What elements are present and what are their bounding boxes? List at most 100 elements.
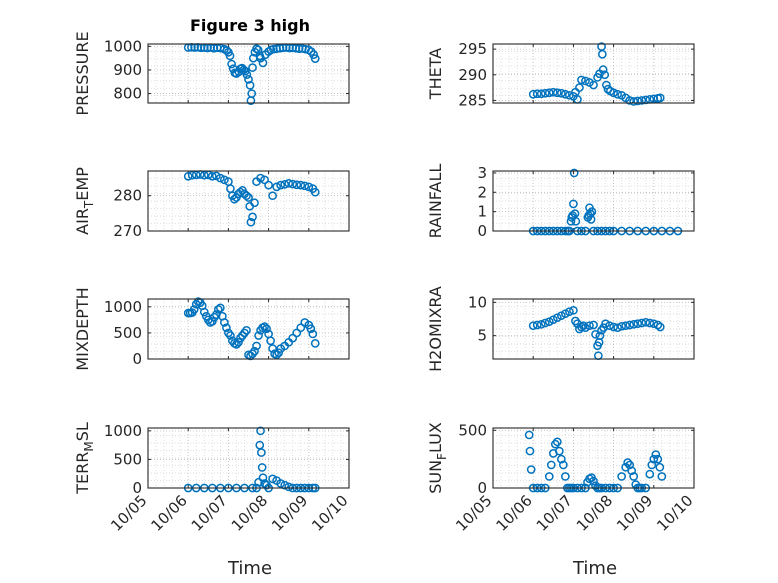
h2omixra-point xyxy=(617,321,626,331)
h2omixra-point xyxy=(528,321,538,331)
mixdepth-point xyxy=(308,329,318,339)
terr-msl-axes-box xyxy=(147,427,350,489)
terr-msl-y-axis-label: TERRMSL xyxy=(73,422,96,495)
sun-flux-point xyxy=(550,439,560,449)
mixdepth-point xyxy=(250,346,259,356)
air-temp-point xyxy=(280,180,290,189)
theta-axes-box xyxy=(492,43,695,104)
terr-msl-point xyxy=(257,463,267,472)
theta-point xyxy=(602,80,611,90)
h2omixra-point xyxy=(595,331,605,341)
sun-flux-point xyxy=(617,472,626,481)
terr-msl-point xyxy=(258,473,268,483)
theta-point xyxy=(589,80,598,90)
mixdepth-series xyxy=(183,297,320,361)
pressure-point xyxy=(252,44,261,54)
h2omixra-point xyxy=(579,321,588,331)
terr-msl-point xyxy=(284,482,294,492)
air-temp-point xyxy=(276,180,286,190)
subplot-rainfall: 01 23 RAINFALL xyxy=(426,164,695,240)
pressure-point xyxy=(248,63,257,72)
mixdepth-point xyxy=(214,305,223,314)
pressure-point xyxy=(247,89,257,98)
sun-flux-point xyxy=(647,460,657,470)
sun-flux-point xyxy=(627,466,637,476)
h2omixra-point xyxy=(613,323,622,333)
sun-flux-axes-box xyxy=(492,427,695,489)
subplot-theta: 285 290 295 THETA xyxy=(426,40,695,109)
mixdepth-point xyxy=(252,341,261,351)
air-temp-point xyxy=(288,179,298,189)
h2omixra-point xyxy=(629,319,639,329)
mixdepth-point xyxy=(189,305,199,314)
h2omixra-point xyxy=(536,319,546,329)
theta-point xyxy=(556,88,566,98)
sun-flux-point xyxy=(651,450,661,459)
sun-flux-y-tick-label: 0 xyxy=(477,479,487,497)
theta-point xyxy=(552,88,562,98)
rainfall-point xyxy=(587,207,597,216)
pressure-y-tick-label: 900 xyxy=(113,61,142,79)
sun-flux-point xyxy=(526,465,536,474)
sun-flux-point xyxy=(649,454,659,464)
theta-y-tick-label: 285 xyxy=(458,91,487,109)
mixdepth-point xyxy=(234,337,243,347)
theta-point xyxy=(548,87,558,97)
sun-flux-y-axis-label: SUNFLUX xyxy=(426,422,449,494)
pressure-point xyxy=(309,50,318,59)
sun-flux-point xyxy=(525,446,535,456)
sun-flux-point xyxy=(653,454,663,464)
rainfall-point xyxy=(566,216,576,226)
air-temp-axes-box xyxy=(147,170,350,232)
x-axis-label-right: Time xyxy=(572,558,617,579)
h2omixra-point xyxy=(641,317,651,327)
air-temp-point xyxy=(220,175,229,185)
rainfall-y-tick-label: 1 xyxy=(477,203,487,221)
mixdepth-point xyxy=(272,350,281,360)
h2omixra-series xyxy=(528,305,665,361)
theta-y-tick-label: 290 xyxy=(458,66,487,84)
mixdepth-axes-box xyxy=(147,298,350,360)
theta-point xyxy=(609,88,618,98)
air-temp-point xyxy=(292,180,302,190)
air-temp-point xyxy=(207,171,217,181)
h2omixra-point xyxy=(591,329,600,339)
terr-msl-y-tick-label: 500 xyxy=(113,450,142,468)
air-temp-point xyxy=(216,173,225,183)
rainfall-y-tick-label: 0 xyxy=(477,222,487,240)
air-temp-point xyxy=(284,179,294,188)
mixdepth-y-tick-label: 1000 xyxy=(104,298,142,316)
subplot-mixdepth: 0 500 1000 MIXDEPTH xyxy=(73,287,350,371)
mixdepth-point xyxy=(260,322,269,332)
theta-point xyxy=(625,96,635,105)
mixdepth-y-tick-label: 500 xyxy=(113,324,142,342)
pressure-point xyxy=(242,70,252,80)
air-temp-point xyxy=(187,170,197,180)
air-temp-point xyxy=(250,198,259,208)
mixdepth-point xyxy=(310,338,320,348)
terr-msl-point xyxy=(257,448,266,457)
h2omixra-point xyxy=(637,318,647,328)
mixdepth-point xyxy=(254,331,263,340)
h2omixra-point xyxy=(585,321,594,331)
subplot-air-temp: 270 280 AIRTEMP xyxy=(73,167,350,240)
theta-point xyxy=(577,75,586,85)
h2omixra-point xyxy=(609,322,618,332)
air-temp-point xyxy=(304,182,314,192)
pressure-y-tick-label: 1000 xyxy=(104,37,142,55)
air-temp-point xyxy=(242,191,251,201)
h2omixra-point xyxy=(653,320,663,330)
pressure-y-tick-label: 800 xyxy=(113,85,142,103)
air-temp-point xyxy=(268,191,277,201)
sun-flux-point xyxy=(544,472,554,481)
subplot-pressure: 800 900 1000 PRESSURE xyxy=(73,31,350,116)
air-temp-point xyxy=(272,182,281,192)
sun-flux-point xyxy=(546,460,556,470)
air-temp-y-axis-label: AIRTEMP xyxy=(73,167,96,235)
theta-series xyxy=(528,42,665,106)
theta-point xyxy=(544,88,554,98)
air-temp-point xyxy=(248,212,257,222)
sun-flux-point xyxy=(552,437,562,447)
theta-point xyxy=(600,70,610,80)
terr-msl-point xyxy=(280,480,290,490)
